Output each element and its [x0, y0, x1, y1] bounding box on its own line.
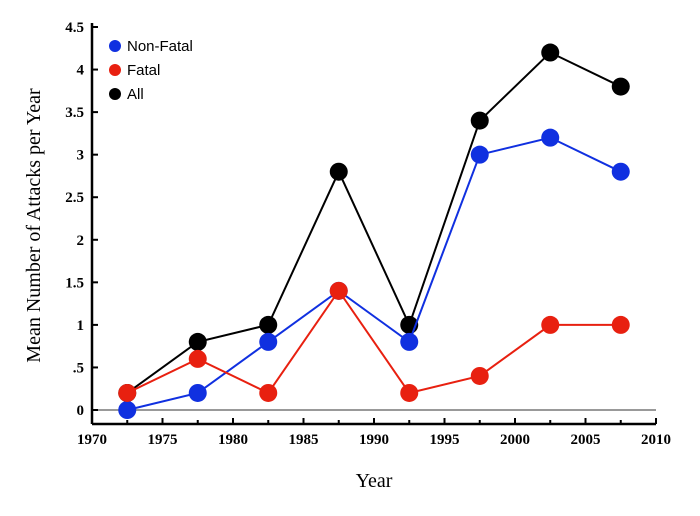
- y-tick-label: 3: [77, 148, 85, 164]
- y-tick-label: 4.5: [65, 20, 84, 36]
- x-tick-label: 2010: [641, 432, 671, 448]
- x-tick-label: 1975: [148, 432, 178, 448]
- y-tick-label: 4: [77, 63, 85, 79]
- legend-label: Non-Fatal: [127, 38, 193, 55]
- data-point-non-fatal: [470, 145, 489, 164]
- x-tick-label: 1985: [289, 432, 319, 448]
- y-tick-label: 1: [77, 318, 85, 334]
- y-tick-label: 3.5: [65, 105, 84, 121]
- legend-marker: [109, 64, 121, 76]
- data-point-all: [259, 315, 278, 334]
- data-point-fatal: [541, 315, 560, 334]
- data-point-fatal: [188, 349, 207, 368]
- y-tick-label: 2: [77, 233, 85, 249]
- data-point-all: [188, 332, 207, 351]
- legend-label: All: [127, 86, 144, 103]
- x-tick-label: 1995: [430, 432, 460, 448]
- data-point-all: [541, 43, 560, 62]
- y-tick-label: 2.5: [65, 190, 84, 206]
- data-point-fatal: [329, 281, 348, 300]
- data-point-non-fatal: [400, 332, 419, 351]
- data-point-all: [329, 162, 348, 181]
- series-line-non-fatal: [127, 136, 622, 411]
- legend-label: Fatal: [127, 62, 160, 79]
- x-tick-label: 2005: [571, 432, 601, 448]
- data-point-non-fatal: [259, 332, 278, 351]
- x-tick-label: 2000: [500, 432, 530, 448]
- legend-marker: [109, 88, 121, 100]
- data-point-all: [611, 77, 630, 96]
- series-line-all: [126, 51, 622, 394]
- data-point-fatal: [259, 383, 278, 402]
- legend-marker: [109, 40, 121, 52]
- data-point-non-fatal: [541, 128, 560, 147]
- x-tick-label: 1970: [77, 432, 107, 448]
- data-point-non-fatal: [611, 162, 630, 181]
- data-point-all: [470, 111, 489, 130]
- x-tick-label: 1980: [218, 432, 248, 448]
- data-point-non-fatal: [118, 401, 137, 419]
- y-tick-label: .5: [73, 360, 84, 376]
- data-point-fatal: [611, 315, 630, 334]
- data-point-non-fatal: [188, 383, 207, 402]
- y-tick-label: 0: [77, 403, 85, 419]
- data-point-fatal: [400, 383, 419, 402]
- x-tick-label: 1990: [359, 432, 389, 448]
- data-point-fatal: [118, 383, 137, 402]
- x-axis-label: Year: [356, 470, 393, 492]
- y-tick-label: 1.5: [65, 275, 84, 291]
- y-axis-label: Mean Number of Attacks per Year: [23, 88, 45, 363]
- data-point-fatal: [470, 366, 489, 385]
- series-line-fatal: [126, 289, 621, 395]
